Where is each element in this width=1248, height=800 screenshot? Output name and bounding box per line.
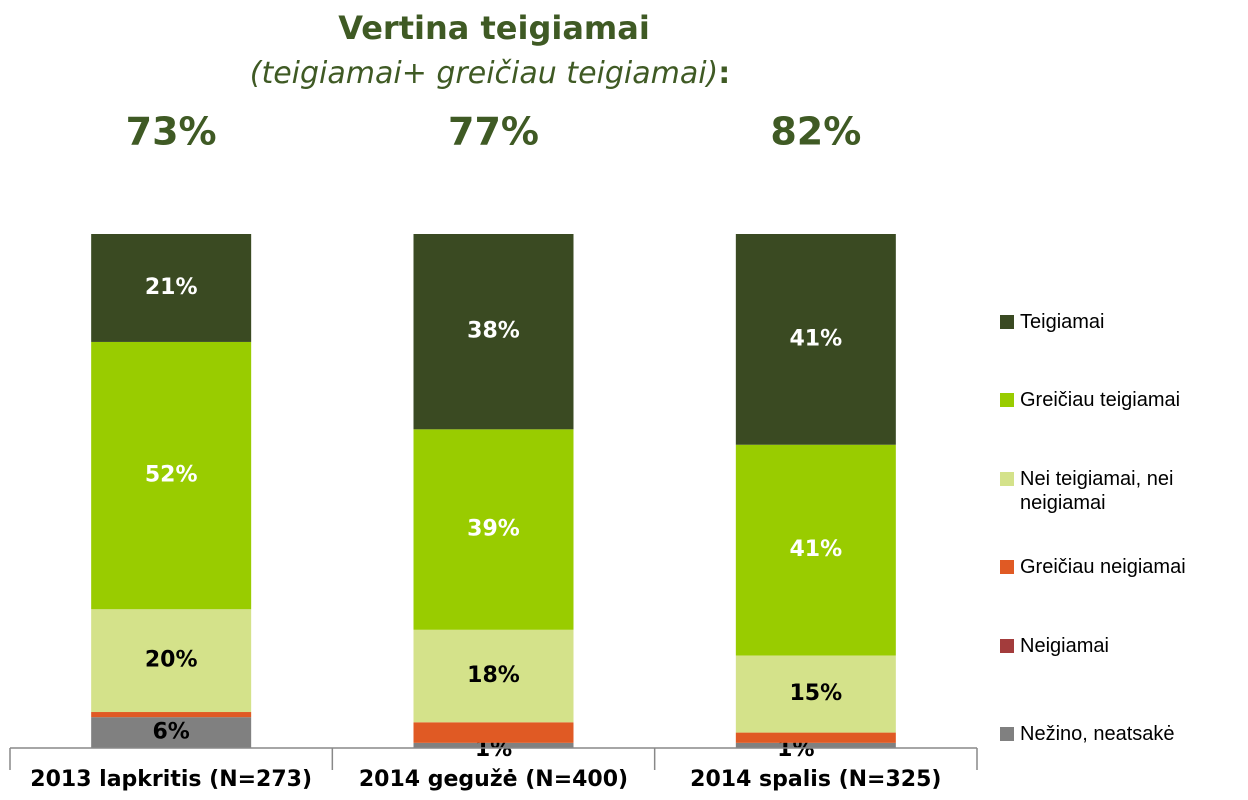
chart-title: Vertina teigiamai <box>338 9 650 47</box>
legend-label: Greičiau teigiamai <box>1020 389 1181 411</box>
data-label: 52% <box>145 463 198 488</box>
bar-segment <box>735 742 896 748</box>
data-label: 20% <box>145 648 198 673</box>
legend-item: Greičiau teigiamai <box>1000 388 1230 412</box>
bar-segment <box>91 341 252 610</box>
x-tick-label: 2014 gegužė (N=400) <box>359 767 628 792</box>
legend-label: Nei teigiamai, nei neigiamai <box>1020 468 1174 514</box>
legend-swatch <box>1000 393 1014 407</box>
legend-swatch <box>1000 315 1014 329</box>
legend-item: Neigiamai <box>1000 634 1230 658</box>
data-label: 15% <box>789 681 842 706</box>
legend-label: Teigiamai <box>1020 311 1105 333</box>
legend-item: Teigiamai <box>1000 310 1230 334</box>
legend-item: Nei teigiamai, nei neigiamai <box>1000 467 1230 515</box>
chart-subtitle: (teigiamai+ greičiau teigiamai): <box>250 56 731 91</box>
data-label: 41% <box>789 326 842 351</box>
data-label: 38% <box>467 319 520 344</box>
legend-swatch <box>1000 727 1014 741</box>
data-label: 18% <box>467 663 520 688</box>
bar-segment <box>413 234 574 430</box>
subtitle-suffix: : <box>718 56 730 91</box>
x-tick-label: 2014 spalis (N=325) <box>690 767 941 792</box>
bar-segment <box>735 732 896 743</box>
legend-swatch <box>1000 639 1014 653</box>
bar-segment <box>413 722 574 743</box>
bar-segment <box>413 629 574 723</box>
bar-segment <box>735 234 896 445</box>
subtitle: (teigiamai+ greičiau teigiamai) <box>250 56 719 91</box>
bar-segment <box>413 429 574 630</box>
legend-label: Greičiau neigiamai <box>1020 556 1186 578</box>
legend-item: Greičiau neigiamai <box>1000 555 1230 579</box>
total-label: 77% <box>448 110 539 154</box>
data-label: 21% <box>145 275 198 300</box>
data-label: 41% <box>789 537 842 562</box>
legend-label: Neigiamai <box>1020 635 1109 657</box>
bar-segment <box>735 655 896 733</box>
total-label: 82% <box>770 110 861 154</box>
data-label: 6% <box>152 720 189 745</box>
bar-segment <box>91 717 252 748</box>
legend-swatch <box>1000 472 1014 486</box>
x-tick-label: 2013 lapkritis (N=273) <box>30 767 312 792</box>
legend-label: Nežino, neatsakė <box>1020 723 1175 745</box>
bar-segment <box>91 609 252 713</box>
bar-segment <box>91 234 252 342</box>
data-label: 39% <box>467 517 520 542</box>
legend-swatch <box>1000 560 1014 574</box>
bar-segment <box>91 712 252 718</box>
bar-segment <box>413 742 574 748</box>
legend-item: Nežino, neatsakė <box>1000 722 1230 746</box>
bar-segment <box>735 444 896 656</box>
total-label: 73% <box>126 110 217 154</box>
